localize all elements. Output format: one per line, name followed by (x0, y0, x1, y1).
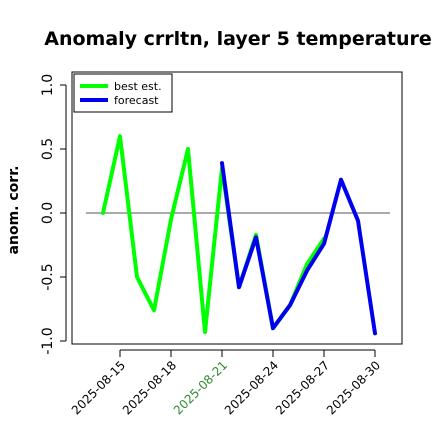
x-tick-label: 2025-08-30 (324, 358, 383, 417)
y-tick-label: 1.0 (40, 74, 56, 96)
y-axis: -1.0 -0.5 0.0 0.5 1.0 (40, 74, 67, 355)
plot-frame (71, 71, 403, 345)
series-layer (101, 134, 377, 336)
series-line-forecast (220, 161, 377, 336)
x-axis: 2025-08-152025-08-182025-08-212025-08-24… (69, 349, 383, 417)
legend-label: best est. (114, 80, 162, 93)
legend-label: forecast (114, 94, 159, 107)
chart-title: Anomaly crrltn, layer 5 temperature (44, 28, 432, 50)
x-tick-label: 2025-08-27 (273, 358, 332, 417)
x-tick-label: 2025-08-24 (222, 358, 281, 417)
y-tick-label: 0.0 (40, 202, 56, 224)
y-tick-label: 0.5 (40, 138, 56, 160)
x-tick-label: 2025-08-21 (171, 358, 230, 417)
legend: best est.forecast (73, 73, 173, 113)
y-tick-label: -1.0 (40, 327, 56, 354)
legend-box (73, 73, 173, 113)
y-axis-label: anom. corr. (6, 166, 22, 255)
y-tick-label: -0.5 (40, 263, 56, 290)
x-tick-label: 2025-08-15 (69, 358, 128, 417)
x-tick-label: 2025-08-18 (120, 358, 179, 417)
